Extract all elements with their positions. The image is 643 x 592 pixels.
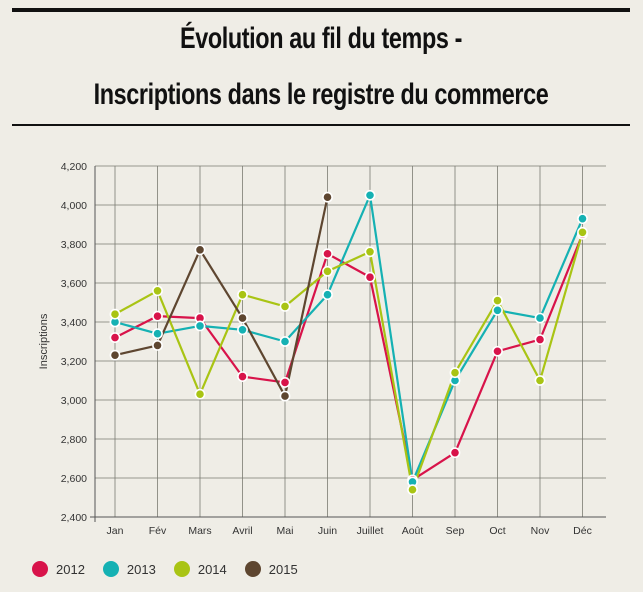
legend-swatch [173, 561, 190, 577]
data-point-2014 [279, 300, 291, 312]
data-point-2014 [534, 375, 546, 386]
legend-label: 2013 [126, 561, 156, 577]
data-point-2012 [152, 310, 163, 322]
x-tick-label: Fév [149, 525, 167, 537]
x-tick-label: Mai [277, 525, 294, 537]
data-point-2012 [534, 334, 546, 345]
legend-swatch [102, 561, 119, 577]
data-point-2013 [194, 320, 206, 332]
x-tick-label: Août [402, 525, 424, 537]
y-tick-label: 4,000 [61, 200, 87, 212]
data-point-2014 [109, 308, 121, 320]
data-point-2014 [364, 246, 376, 258]
legend-swatch [32, 561, 48, 577]
legend-label: 2014 [197, 561, 227, 577]
data-point-2012 [279, 377, 291, 388]
data-point-2015 [322, 191, 333, 203]
data-point-2015 [237, 312, 248, 324]
x-tick-label: Nov [531, 525, 550, 537]
data-point-2012 [322, 248, 333, 260]
data-point-2015 [194, 244, 206, 256]
series-line-2015 [114, 196, 329, 398]
data-point-2013 [577, 213, 588, 225]
title-top-rule [12, 8, 630, 12]
data-point-2012 [492, 345, 503, 357]
y-tick-label: 4,200 [61, 161, 87, 173]
x-tick-label: Sep [446, 525, 465, 537]
data-point-2014 [194, 388, 206, 400]
data-point-2014 [152, 285, 163, 297]
data-point-2014 [449, 367, 461, 379]
data-point-2012 [449, 447, 461, 459]
data-point-2014 [407, 484, 418, 496]
y-tick-label: 2,600 [61, 473, 87, 485]
data-point-2012 [237, 371, 248, 382]
y-tick-label: 3,400 [61, 317, 87, 329]
series-line-2012 [114, 233, 584, 482]
chart-legend: 2012 2013 2014 2015 [32, 561, 316, 577]
x-tick-label: Juillet [357, 525, 384, 537]
data-point-2014 [237, 289, 248, 301]
data-point-2014 [322, 265, 333, 277]
y-axis-label: Inscriptions [38, 313, 50, 369]
data-point-2015 [279, 390, 291, 402]
x-tick-label: Oct [489, 525, 505, 537]
data-point-2015 [152, 339, 163, 351]
title-bottom-rule [12, 124, 630, 126]
data-point-2012 [109, 332, 121, 343]
x-tick-label: Mars [188, 525, 211, 537]
y-tick-label: 3,000 [61, 395, 87, 407]
y-tick-label: 3,800 [61, 239, 87, 251]
data-point-2013 [279, 336, 291, 347]
legend-label: 2012 [56, 561, 85, 577]
legend-label: 2015 [268, 561, 298, 577]
x-tick-label: Avril [232, 525, 252, 537]
legend-item-2015: 2015 [244, 561, 298, 577]
chart-title-line-2: Inscriptions dans le registre du commerc… [93, 78, 549, 111]
data-point-2013 [322, 289, 333, 301]
legend-item-2013: 2013 [102, 561, 156, 577]
data-point-2013 [534, 312, 546, 324]
x-tick-label: Juin [318, 525, 337, 537]
y-tick-label: 2,800 [61, 434, 87, 446]
data-point-2014 [492, 295, 503, 306]
y-tick-label: 3,200 [61, 356, 87, 368]
chart-title-line-1: Évolution au fil du temps - [180, 22, 462, 55]
data-point-2015 [109, 349, 121, 361]
legend-item-2014: 2014 [173, 561, 227, 577]
series-line-2014 [114, 231, 584, 491]
y-tick-label: 3,600 [61, 278, 87, 290]
data-point-2013 [492, 304, 503, 316]
legend-swatch [244, 561, 261, 577]
data-point-2014 [577, 226, 588, 238]
x-tick-label: Déc [573, 525, 592, 537]
data-point-2013 [364, 189, 376, 201]
legend-item-2012: 2012 [32, 561, 85, 577]
x-tick-label: Jan [107, 525, 124, 537]
data-point-2013 [237, 324, 248, 336]
y-tick-label: 2,400 [61, 512, 87, 524]
data-point-2013 [152, 328, 163, 340]
data-point-2012 [364, 271, 376, 283]
